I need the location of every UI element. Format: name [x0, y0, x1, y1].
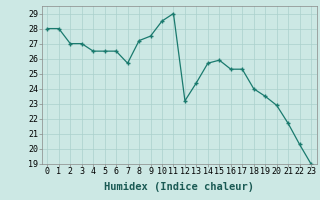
X-axis label: Humidex (Indice chaleur): Humidex (Indice chaleur) — [104, 182, 254, 192]
